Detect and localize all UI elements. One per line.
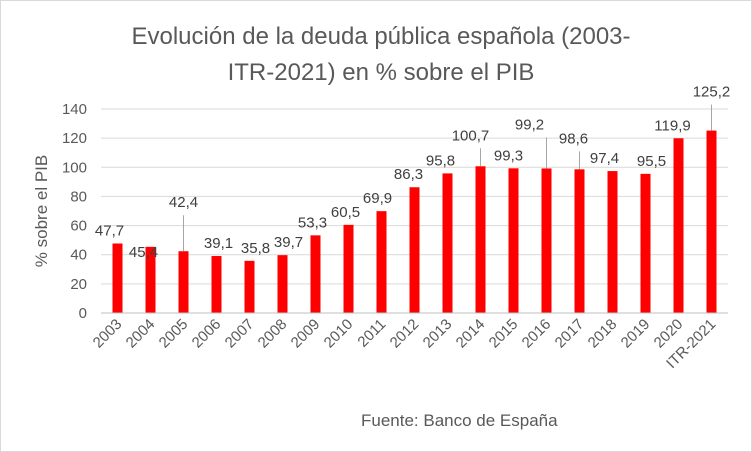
x-tick-label: 2006 (189, 316, 225, 352)
data-label: 39,1 (204, 235, 233, 252)
bar-2011 (376, 211, 387, 313)
data-label: 99,2 (515, 116, 544, 133)
bar-2019 (640, 173, 651, 313)
x-tick-label: 2014 (453, 316, 489, 352)
x-tick-label: 2013 (420, 316, 456, 352)
x-tick-label: 2015 (486, 316, 522, 352)
bar-2004 (145, 246, 156, 313)
bar-2005 (178, 251, 189, 313)
data-label: 95,5 (637, 153, 666, 170)
y-tick-label: 40 (70, 247, 87, 264)
chart-title-line-2: ITR-2021) en % sobre el PIB (227, 59, 535, 86)
bar-2014 (475, 166, 486, 313)
data-label: 53,3 (298, 214, 327, 231)
y-tick-label: 80 (70, 188, 87, 205)
chart-title-line-1: Evolución de la deuda pública española (… (131, 23, 631, 50)
x-tick-label: 2019 (618, 316, 654, 352)
bar-2016 (541, 168, 552, 313)
data-label: 35,8 (241, 240, 270, 257)
x-tick-label: 2016 (519, 316, 555, 352)
data-label: 86,3 (394, 166, 423, 183)
y-tick-label: 0 (79, 305, 87, 322)
data-label: 47,7 (95, 222, 124, 239)
x-tick-label: 2009 (288, 316, 324, 352)
y-tick-label: 100 (62, 159, 87, 176)
data-label: 119,9 (654, 117, 690, 134)
x-tick-label: 2012 (387, 316, 423, 352)
x-tick-label: 2017 (552, 316, 588, 352)
bar-2010 (343, 224, 354, 313)
bar-2007 (244, 260, 255, 313)
x-tick-label: 2005 (156, 316, 192, 352)
x-tick-label: 2011 (354, 316, 389, 351)
data-label: 97,4 (590, 150, 619, 167)
bar-2018 (607, 171, 618, 313)
bar-2006 (211, 256, 222, 313)
y-tick-label: 60 (70, 218, 87, 235)
bar-2015 (508, 168, 519, 313)
x-tick-label: 2004 (123, 316, 159, 352)
bar-2003 (112, 243, 123, 313)
data-label: 69,9 (363, 190, 392, 207)
data-label: 39,7 (274, 234, 303, 251)
bar-2012 (409, 187, 420, 313)
data-label: 98,6 (559, 130, 588, 147)
x-tick-label: 2010 (321, 316, 357, 352)
data-label: 45,4 (129, 244, 158, 261)
data-label: 42,4 (169, 194, 198, 211)
y-tick-label: 140 (62, 101, 87, 118)
data-label: 60,5 (331, 204, 360, 221)
x-tick-label: 2003 (90, 316, 126, 352)
bar-ITR-2021 (706, 130, 717, 313)
bar-2013 (442, 173, 453, 313)
bar-2009 (310, 235, 321, 313)
data-label: 99,3 (494, 147, 523, 164)
bar-2008 (277, 255, 288, 313)
y-axis-title: % sobre el PIB (32, 155, 51, 267)
data-label: 125,2 (693, 84, 731, 101)
bar-2020 (673, 138, 684, 313)
data-label: 95,8 (426, 152, 455, 169)
x-tick-label: 2007 (222, 316, 258, 352)
y-tick-label: 120 (62, 130, 87, 147)
chart-source: Fuente: Banco de España (361, 411, 558, 430)
y-tick-label: 20 (70, 276, 87, 293)
chart-title: Evolución de la deuda pública española (… (81, 19, 681, 91)
data-label: 100,7 (452, 127, 490, 144)
x-tick-label: 2018 (585, 316, 621, 352)
x-tick-label: 2008 (255, 316, 291, 352)
bar-2017 (574, 169, 585, 313)
